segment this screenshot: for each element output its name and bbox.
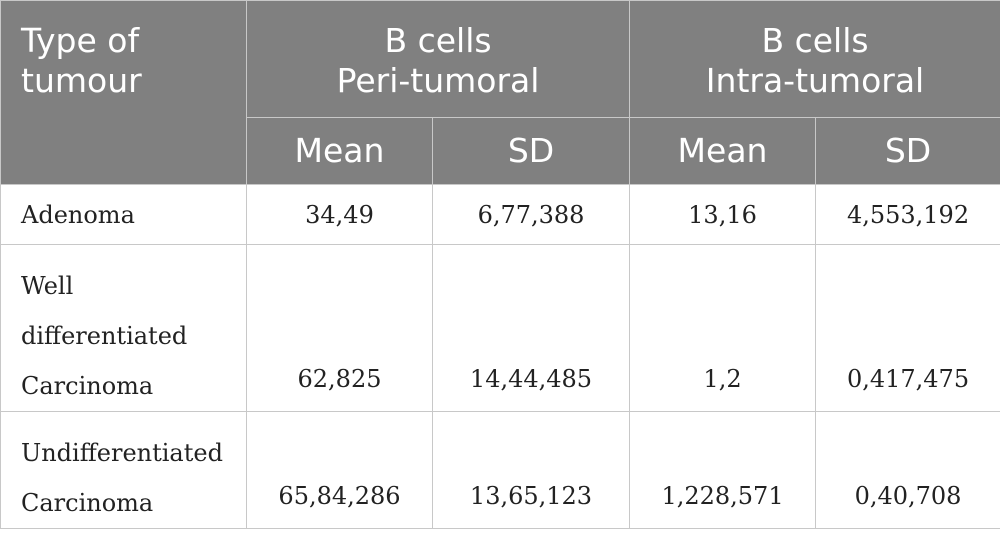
- intra-sd-cell: 0,417,475: [815, 244, 1000, 412]
- peri-mean-header: Mean: [246, 117, 433, 185]
- peri-mean-cell: 62,825: [246, 244, 433, 412]
- group-header-line: B cells: [384, 21, 492, 60]
- row-label-line: differentiated: [21, 322, 188, 350]
- type-header-line: Type of: [21, 21, 140, 60]
- group-header-line: B cells: [761, 21, 869, 60]
- peri-sd-cell: 6,77,388: [431, 184, 631, 245]
- row-label-line: Adenoma: [21, 200, 135, 229]
- peri-sd-cell: 14,44,485: [431, 244, 631, 412]
- peri-sd-cell: 13,65,123: [431, 411, 631, 529]
- peri-mean-cell: 65,84,286: [246, 411, 433, 529]
- type-of-tumour-header: Type of tumour: [0, 0, 247, 185]
- intra-mean-cell: 13,16: [629, 184, 817, 245]
- intra-sd-cell: 4,553,192: [815, 184, 1000, 245]
- peri-tumoral-group-header: B cells Peri-tumoral: [245, 0, 631, 118]
- group-header-line: Intra-tumoral: [705, 61, 925, 100]
- intra-tumoral-group-header: B cells Intra-tumoral: [629, 0, 1000, 118]
- row-label-line: Carcinoma: [21, 489, 154, 517]
- row-label-line: Undifferentiated: [21, 439, 223, 467]
- intra-mean-header: Mean: [629, 117, 817, 185]
- intra-sd-cell: 0,40,708: [815, 411, 1000, 529]
- row-label: Undifferentiated Carcinoma: [0, 411, 247, 529]
- table-row: Adenoma 34,49 6,77,388 13,16 4,553,192: [0, 184, 1000, 245]
- peri-mean-cell: 34,49: [246, 184, 433, 245]
- row-label-line: Carcinoma: [21, 372, 154, 400]
- intra-mean-cell: 1,2: [629, 244, 817, 412]
- intra-mean-cell: 1,228,571: [629, 411, 817, 529]
- row-label: Well differentiated Carcinoma: [0, 244, 247, 412]
- group-header-line: Peri-tumoral: [336, 61, 540, 100]
- header-row-groups: Type of tumour B cells Peri-tumoral B ce…: [0, 0, 1000, 185]
- header-row-subcolumns: Mean SD Mean SD: [1, 117, 1000, 185]
- intra-sd-header: SD: [815, 117, 1000, 185]
- table-row: Well differentiated Carcinoma 62,825 14,…: [0, 244, 1000, 412]
- type-header-line: tumour: [21, 61, 142, 100]
- row-label: Adenoma: [0, 184, 247, 245]
- table-row: Undifferentiated Carcinoma 65,84,286 13,…: [0, 411, 1000, 529]
- row-label-line: Well: [21, 272, 74, 300]
- peri-sd-header: SD: [431, 117, 631, 185]
